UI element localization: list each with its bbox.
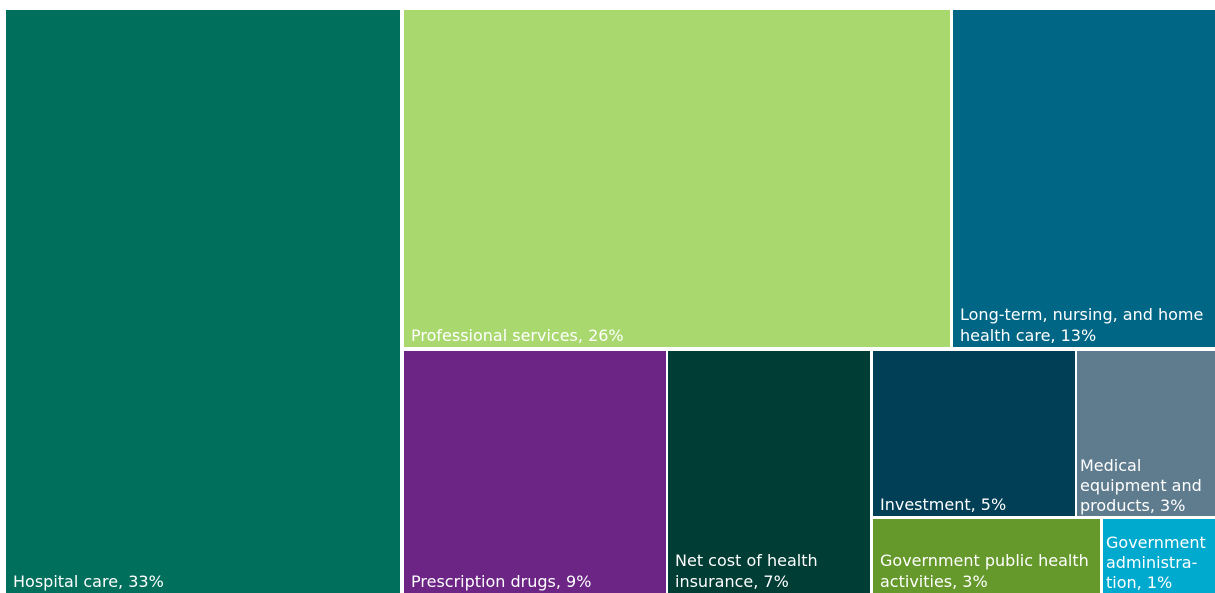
tile-government-public-health: Government public health activities, 3% — [873, 519, 1100, 593]
tile-hospital-care: Hospital care, 33% — [6, 10, 400, 593]
tile-prescription-drugs-label: Prescription drugs, 9% — [411, 572, 592, 591]
tile-net-cost-health-insurance: Net cost of health insurance, 7% — [668, 351, 870, 593]
tile-professional-services-label: Professional services, 26% — [411, 326, 624, 345]
tile-professional-services: Professional services, 26% — [404, 10, 950, 347]
tile-government-public-health-label: Government public health activities, 3% — [880, 551, 1089, 591]
tile-long-term-care-label: Long-term, nursing, and home health care… — [960, 305, 1204, 345]
tile-hospital-care-label: Hospital care, 33% — [13, 572, 164, 591]
tile-government-administration: Government administra-tion, 1% — [1103, 519, 1215, 593]
tile-investment: Investment, 5% — [873, 351, 1075, 516]
tile-long-term-care: Long-term, nursing, and home health care… — [953, 10, 1215, 347]
tile-medical-equipment-label: Medical equipment and products, 3% — [1080, 456, 1202, 515]
tile-government-administration-label: Government administra-tion, 1% — [1106, 533, 1206, 592]
tile-investment-label: Investment, 5% — [880, 495, 1007, 514]
tile-medical-equipment: Medical equipment and products, 3% — [1077, 351, 1215, 516]
tile-net-cost-health-insurance-label: Net cost of health insurance, 7% — [675, 551, 818, 591]
tile-prescription-drugs: Prescription drugs, 9% — [404, 351, 666, 593]
